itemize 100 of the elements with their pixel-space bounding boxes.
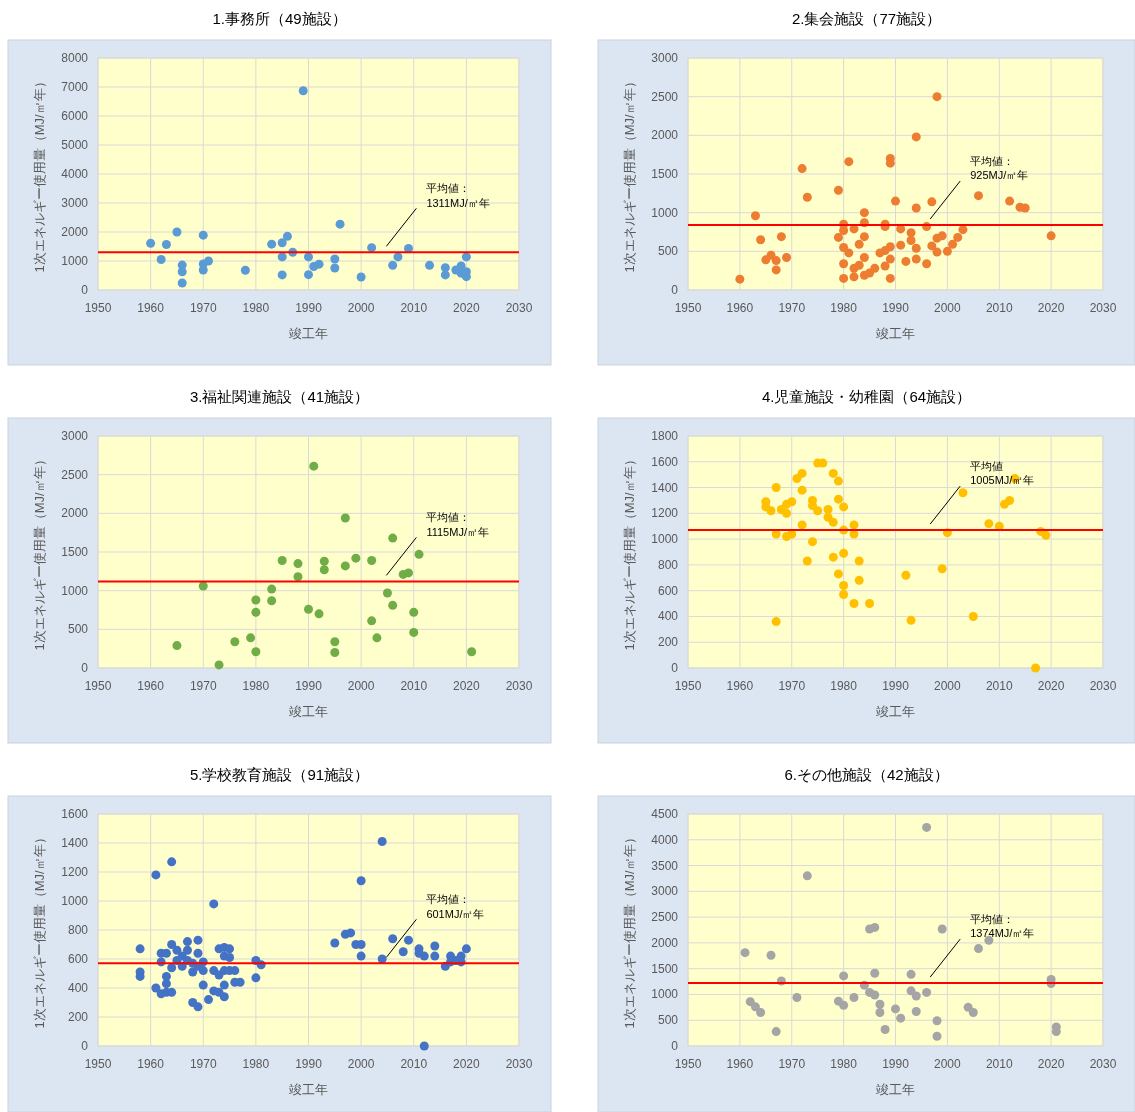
point — [766, 950, 776, 960]
x-tick-label: 2030 — [1089, 301, 1117, 315]
point — [787, 497, 797, 507]
point — [854, 575, 864, 585]
point — [177, 267, 187, 277]
point — [251, 595, 261, 605]
x-tick-label: 2010 — [985, 1057, 1013, 1071]
x-tick-label: 2000 — [934, 301, 962, 315]
point — [875, 999, 885, 1009]
y-tick-label: 0 — [81, 1039, 89, 1053]
y-axis-title: 1次エネルギー使用量（MJ/㎡年） — [32, 453, 47, 651]
x-tick-label: 1960 — [137, 679, 165, 693]
point — [839, 590, 849, 600]
x-tick-label: 2020 — [1037, 1057, 1065, 1071]
point — [911, 1006, 921, 1016]
point — [298, 86, 308, 96]
point — [922, 987, 932, 997]
x-tick-label: 1980 — [830, 301, 858, 315]
point — [828, 552, 838, 562]
point — [839, 581, 849, 591]
x-tick-label: 1970 — [189, 1057, 217, 1071]
x-tick-label: 2020 — [1037, 679, 1065, 693]
point — [750, 1002, 760, 1012]
y-tick-label: 500 — [657, 244, 679, 259]
x-tick-label: 1970 — [778, 679, 806, 693]
point — [865, 599, 875, 609]
point — [267, 239, 277, 249]
point — [849, 599, 859, 609]
y-tick-label: 1200 — [651, 506, 679, 521]
point — [314, 259, 324, 269]
y-tick-label: 500 — [67, 622, 89, 637]
y-tick-label: 3000 — [651, 884, 679, 899]
chart-title: 3.福祉関連施設（41施設） — [189, 388, 370, 405]
point — [891, 1004, 900, 1014]
x-tick-label: 2000 — [347, 301, 375, 315]
x-tick-label: 2000 — [934, 1057, 962, 1071]
point — [932, 1016, 942, 1026]
x-axis-title: 竣工年 — [876, 326, 915, 341]
point — [849, 520, 859, 530]
y-tick-label: 3000 — [61, 196, 89, 210]
point — [854, 556, 864, 566]
point — [932, 1031, 942, 1041]
x-tick-label: 2030 — [505, 679, 533, 693]
x-tick-label: 1960 — [137, 1057, 165, 1071]
point — [304, 604, 313, 614]
x-tick-label: 1990 — [882, 679, 910, 693]
y-tick-label: 4500 — [651, 807, 679, 821]
x-tick-label: 2000 — [347, 679, 375, 693]
point — [870, 990, 880, 1000]
x-tick-label: 1970 — [778, 301, 806, 315]
x-tick-label: 1950 — [84, 1057, 112, 1071]
point — [797, 468, 807, 478]
point — [409, 607, 419, 617]
x-tick-label: 1950 — [674, 1057, 702, 1071]
point — [833, 476, 843, 486]
x-tick-label: 2000 — [934, 679, 962, 693]
point — [388, 600, 398, 610]
y-tick-label: 200 — [657, 635, 679, 650]
point — [340, 513, 350, 523]
annotation: 平均値： 925MJ/㎡年 — [970, 155, 1029, 182]
y-tick-label: 4000 — [651, 832, 679, 847]
point — [161, 239, 171, 249]
point — [146, 238, 156, 248]
point — [330, 254, 340, 264]
point — [335, 219, 345, 229]
y-tick-label: 2500 — [651, 910, 679, 925]
chart-title: 5.学校教育施設（91施設） — [189, 766, 370, 783]
point — [277, 238, 287, 248]
x-tick-label: 1970 — [189, 679, 217, 693]
point — [393, 252, 403, 262]
point — [172, 641, 182, 651]
point — [330, 263, 340, 273]
point — [277, 252, 287, 262]
x-tick-label: 2010 — [400, 679, 428, 693]
x-axis-title: 竣工年 — [289, 326, 328, 341]
point — [745, 997, 755, 1007]
point — [230, 637, 240, 647]
point — [367, 243, 377, 253]
point — [440, 270, 450, 280]
y-tick-label: 400 — [657, 609, 679, 624]
point — [823, 504, 833, 514]
y-tick-label: 1200 — [61, 865, 89, 879]
y-tick-label: 1400 — [61, 836, 89, 850]
annotation: 平均値： 601MJ/㎡年 — [426, 893, 485, 920]
x-tick-label: 1960 — [726, 1057, 754, 1071]
point — [968, 611, 978, 621]
point — [828, 468, 838, 478]
point — [330, 637, 340, 647]
x-tick-label: 2020 — [1037, 301, 1065, 315]
annotation: 平均値： 1115MJ/㎡年 — [426, 511, 489, 538]
y-axis-title: 1次エネルギー使用量（MJ/㎡年） — [32, 831, 47, 1029]
point — [875, 1007, 885, 1017]
y-tick-label: 3000 — [651, 51, 679, 65]
point — [1041, 530, 1051, 540]
y-tick-label: 1500 — [61, 545, 89, 559]
point — [282, 231, 292, 241]
y-tick-label: 800 — [67, 923, 89, 937]
point — [177, 278, 187, 288]
x-tick-label: 2030 — [1089, 679, 1117, 693]
x-tick-label: 1950 — [674, 679, 702, 693]
